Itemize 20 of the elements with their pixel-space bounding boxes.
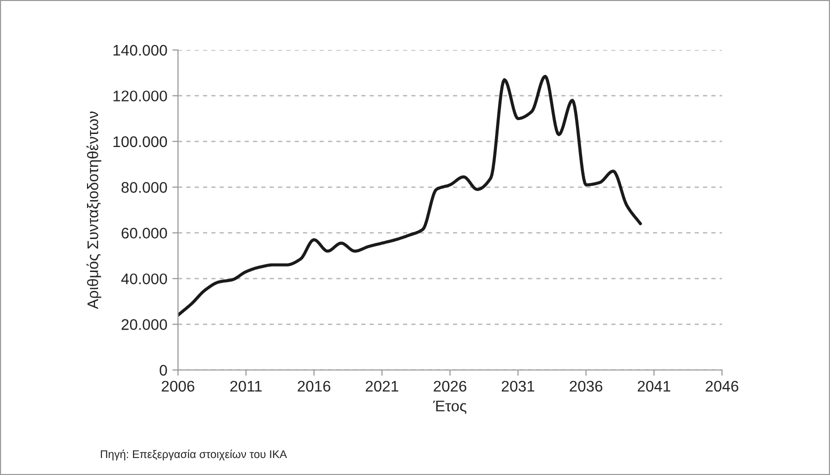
y-tick-label: 120.000: [114, 90, 167, 102]
x-tick-label: 2011: [230, 380, 262, 392]
y-tick-label: 20.000: [122, 319, 167, 330]
x-tick-label: 2021: [366, 380, 398, 392]
x-tick-label: 2026: [434, 380, 466, 392]
y-tick-label: 60.000: [122, 228, 167, 239]
x-axis-title: Έτος: [433, 400, 466, 414]
x-tick-label: 2006: [162, 380, 194, 392]
y-axis-title: Αριθμός Συνταξιοδοτηθέντων: [86, 111, 102, 310]
x-tick-label: 2036: [570, 380, 602, 392]
y-tick-label: 100.000: [114, 136, 167, 148]
x-tick-label: 2031: [502, 380, 534, 392]
y-tick-label: 40.000: [121, 273, 167, 284]
x-tick-label: 2041: [638, 380, 670, 392]
y-tick-label: 140.000: [114, 44, 167, 56]
x-tick-label: 2016: [298, 380, 330, 392]
y-tick-label: 80.000: [122, 182, 167, 193]
x-tick-label: 2046: [706, 380, 738, 392]
text: Πηγή: Επεξεργασία στοιχείων του ΙΚΑ: [100, 450, 287, 460]
y-tick-label: 0: [160, 364, 167, 376]
